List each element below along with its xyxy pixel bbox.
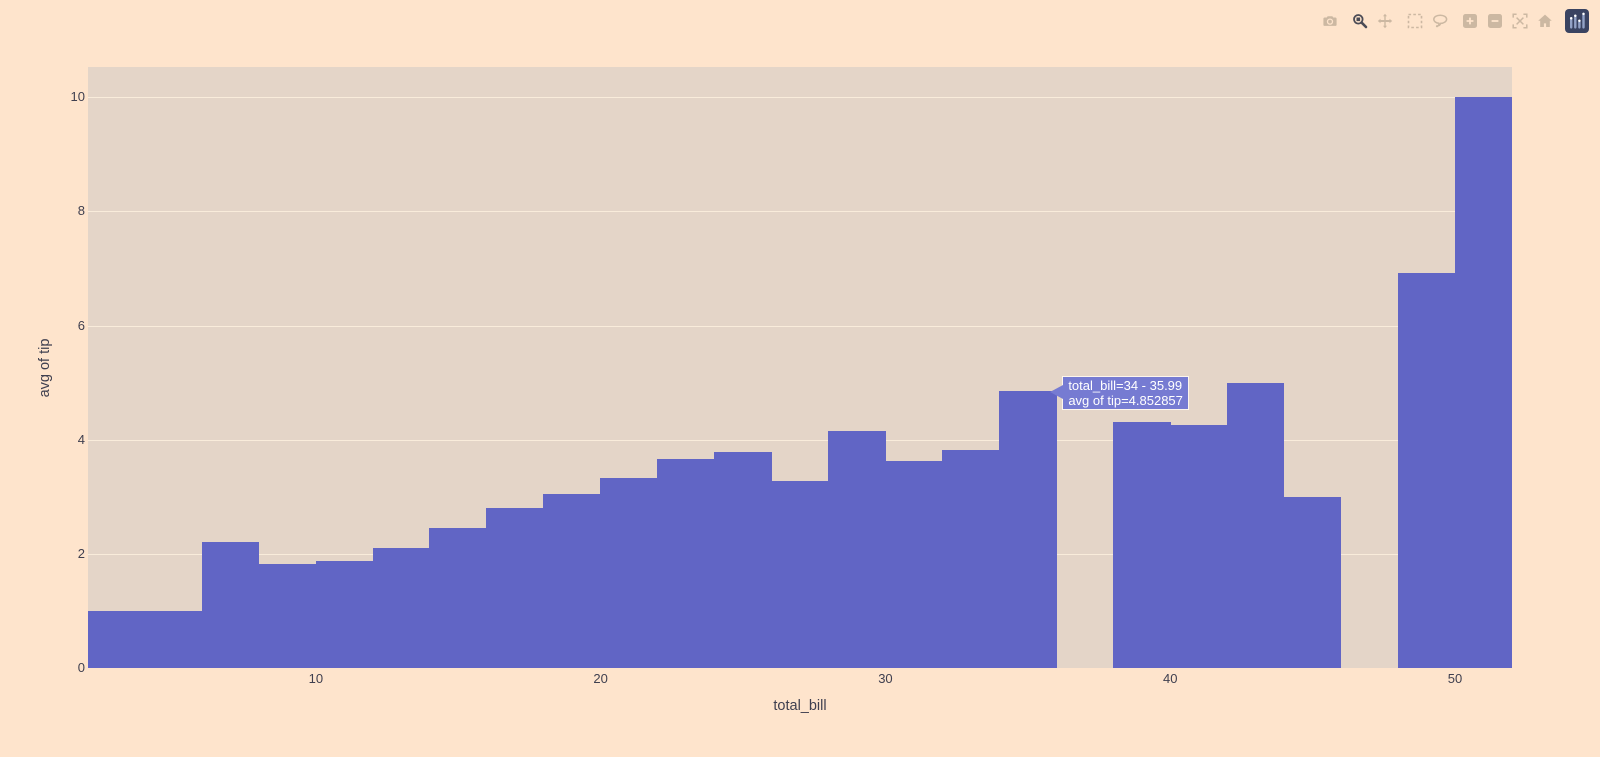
gridline-y-6 (88, 325, 1512, 327)
histogram-bar-14-16[interactable] (429, 527, 487, 668)
histogram-bar-38-40[interactable] (1112, 422, 1171, 668)
histogram-bar-4-6[interactable] (144, 610, 203, 668)
hover-tooltip: total_bill=34 - 35.99 avg of tip=4.85285… (1050, 376, 1189, 411)
histogram-bar-40-42[interactable] (1169, 425, 1228, 668)
lasso-select-icon (1432, 13, 1448, 29)
histogram-bar-32-34[interactable] (942, 449, 1000, 668)
home-button[interactable] (1534, 9, 1556, 33)
gridline-y-8 (88, 211, 1512, 213)
zoom-out-icon (1487, 13, 1503, 29)
box-select-icon (1407, 13, 1423, 29)
plot-area[interactable]: total_bill=34 - 35.99 avg of tip=4.85285… (87, 67, 1513, 668)
camera-button[interactable] (1319, 9, 1341, 33)
histogram-bar-28-30[interactable] (828, 430, 886, 668)
gridline-y-10 (88, 97, 1512, 99)
home-icon (1537, 13, 1553, 29)
modebar-group (1459, 9, 1556, 33)
modebar-group (1349, 9, 1396, 33)
histogram-bar-30-32[interactable] (885, 460, 943, 668)
y-tick-label-8: 8 (77, 203, 85, 219)
zoom-in-icon (1462, 13, 1478, 29)
box-select-button[interactable] (1404, 9, 1426, 33)
histogram-bar-18-20[interactable] (543, 494, 601, 668)
y-tick-label-6: 6 (77, 317, 85, 333)
autoscale-button[interactable] (1509, 9, 1531, 33)
zoom-in-button[interactable] (1459, 9, 1481, 33)
modebar-group (1404, 9, 1451, 33)
x-tick-label-50: 50 (1447, 671, 1463, 686)
plotly-logo-button[interactable] (1564, 8, 1590, 34)
histogram-bar-34-36[interactable] (999, 391, 1057, 668)
histogram-bar-22-24[interactable] (657, 459, 715, 668)
plotly-logo-icon (1565, 9, 1589, 33)
tooltip-caret-icon (1050, 385, 1064, 400)
histogram-bar-16-18[interactable] (486, 507, 544, 668)
x-tick-label-10: 10 (308, 671, 324, 686)
zoom-icon (1352, 13, 1368, 29)
autoscale-icon (1512, 13, 1528, 29)
histogram-bar-50-52[interactable] (1454, 97, 1513, 668)
histogram-bar-20-22[interactable] (600, 477, 658, 668)
histogram-bar-2-4[interactable] (87, 610, 146, 668)
y-tick-label-4: 4 (77, 431, 85, 447)
histogram-bar-44-46[interactable] (1283, 496, 1342, 668)
zoom-button[interactable] (1349, 9, 1371, 33)
modebar-group (1319, 9, 1341, 33)
histogram-bar-10-12[interactable] (315, 560, 374, 668)
x-tick-label-20: 20 (593, 671, 608, 686)
pan-icon (1377, 13, 1393, 29)
y-tick-label-2: 2 (77, 545, 85, 561)
histogram-bar-48-50[interactable] (1397, 273, 1456, 668)
lasso-select-button[interactable] (1429, 9, 1451, 33)
pan-button[interactable] (1374, 9, 1396, 33)
camera-icon (1322, 13, 1338, 29)
y-tick-label-0: 0 (77, 660, 85, 675)
x-tick-label-40: 40 (1163, 671, 1178, 686)
histogram-bar-24-26[interactable] (714, 452, 772, 668)
histogram-bar-42-44[interactable] (1226, 382, 1285, 668)
gridline-y-4 (88, 439, 1512, 441)
y-tick-label-10: 10 (70, 89, 85, 105)
histogram-bar-8-10[interactable] (258, 563, 317, 668)
x-tick-label-30: 30 (878, 671, 893, 686)
zoom-out-button[interactable] (1484, 9, 1506, 33)
modebar-group (1564, 8, 1590, 34)
modebar (1311, 8, 1590, 34)
histogram-bar-26-28[interactable] (771, 480, 829, 668)
x-axis-title: total_bill (773, 698, 827, 714)
histogram-bar-6-8[interactable] (201, 541, 260, 668)
tooltip-line-y: avg of tip=4.852857 (1068, 393, 1183, 409)
tooltip-line-x: total_bill=34 - 35.99 (1068, 378, 1183, 394)
histogram-bar-12-14[interactable] (372, 548, 431, 668)
y-axis-title: avg of tip (37, 338, 53, 397)
